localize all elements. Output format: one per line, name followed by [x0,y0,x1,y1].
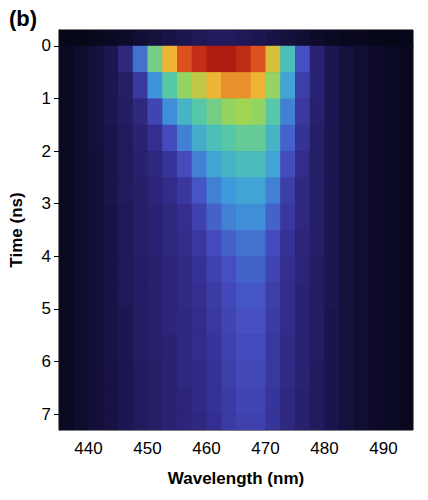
svg-text:7: 7 [42,405,51,424]
svg-text:Time (ns): Time (ns) [7,192,26,267]
svg-text:3: 3 [42,194,51,213]
svg-text:2: 2 [42,142,51,161]
svg-text:450: 450 [133,439,161,458]
svg-text:440: 440 [74,439,102,458]
svg-text:0: 0 [42,36,51,55]
svg-text:480: 480 [310,439,338,458]
svg-text:6: 6 [42,352,51,371]
svg-text:1: 1 [42,89,51,108]
svg-text:5: 5 [42,299,51,318]
svg-text:470: 470 [251,439,279,458]
svg-text:Wavelength (nm): Wavelength (nm) [168,469,304,488]
svg-text:490: 490 [369,439,397,458]
svg-text:460: 460 [192,439,220,458]
svg-text:4: 4 [42,247,51,266]
svg-text:(b): (b) [9,6,37,31]
